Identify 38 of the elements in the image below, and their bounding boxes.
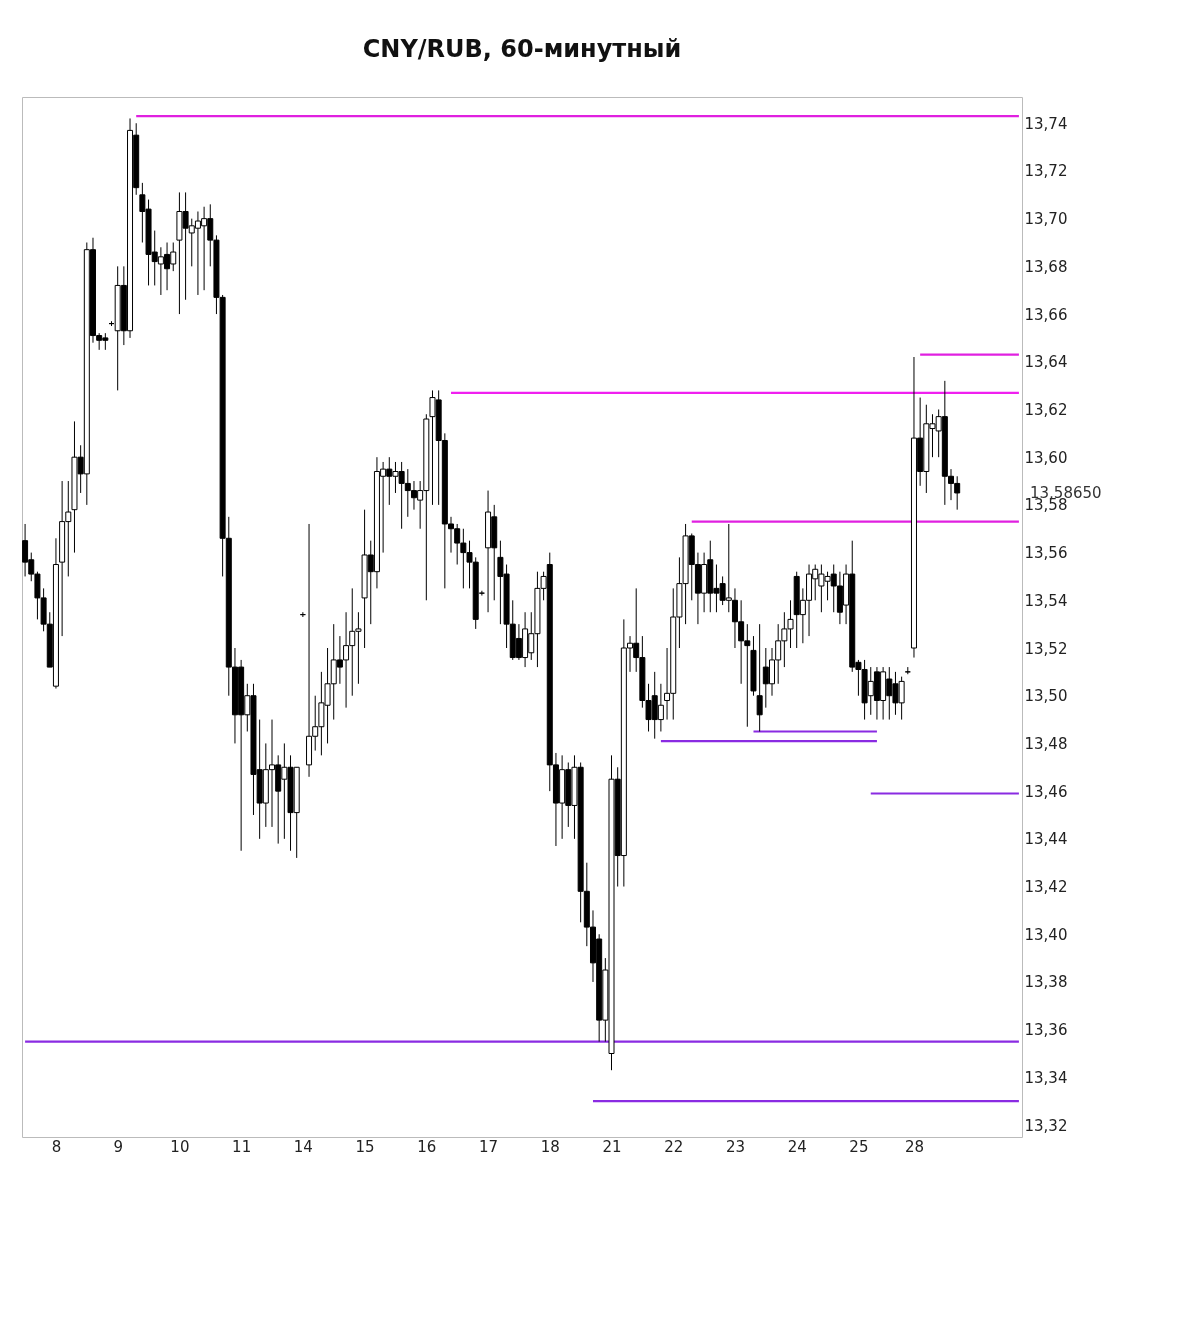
y-tick-label: 13,72 [1024, 162, 1068, 181]
y-tick-label: 13,64 [1024, 353, 1068, 372]
y-tick-label: 13,42 [1024, 878, 1068, 897]
x-tick-label: 14 [293, 1137, 313, 1156]
y-tick-label: 13,50 [1024, 687, 1068, 706]
y-tick-label: 13,62 [1024, 400, 1068, 419]
x-tick-label: 23 [725, 1137, 746, 1156]
x-tick-label: 11 [232, 1137, 252, 1156]
x-tick-label: 15 [355, 1137, 375, 1156]
y-tick-label: 13,54 [1024, 591, 1068, 610]
y-tick-label: 13,74 [1024, 114, 1068, 133]
x-tick-label: 10 [170, 1137, 190, 1156]
y-tick-label: 13,40 [1024, 925, 1068, 944]
y-tick-label: 13,36 [1024, 1021, 1068, 1040]
x-tick-label: 24 [787, 1137, 807, 1156]
y-tick-label: 13,48 [1024, 734, 1068, 753]
x-tick-label: 22 [664, 1137, 684, 1156]
y-tick-label: 13,66 [1024, 305, 1068, 324]
y-tick-label: 13,46 [1024, 782, 1068, 801]
x-tick-label: 18 [540, 1137, 560, 1156]
x-tick-label: 28 [904, 1137, 925, 1156]
x-tick-label: 17 [479, 1137, 499, 1156]
x-tick-label: 8 [51, 1137, 62, 1156]
y-tick-label: 13,34 [1024, 1068, 1068, 1087]
chart-title: CNY/RUB, 60-минутный [362, 35, 682, 63]
y-tick-label: 13,56 [1024, 544, 1068, 563]
y-tick-label: 13,38 [1024, 973, 1068, 992]
y-tick-label: 13,44 [1024, 830, 1068, 849]
candlestick [756, 623, 763, 732]
y-tick-label: 13,32 [1024, 1116, 1068, 1135]
y-tick-label: 13,68 [1024, 257, 1068, 276]
x-tick-label: 9 [113, 1137, 123, 1156]
y-tick-label: 13,60 [1024, 448, 1068, 467]
y-tick-label: 13,70 [1024, 210, 1068, 229]
x-tick-label: 21 [602, 1137, 622, 1156]
x-tick-label: 25 [849, 1137, 869, 1156]
x-tick-label: 16 [417, 1137, 437, 1156]
y-tick-label: 13,52 [1024, 639, 1068, 658]
